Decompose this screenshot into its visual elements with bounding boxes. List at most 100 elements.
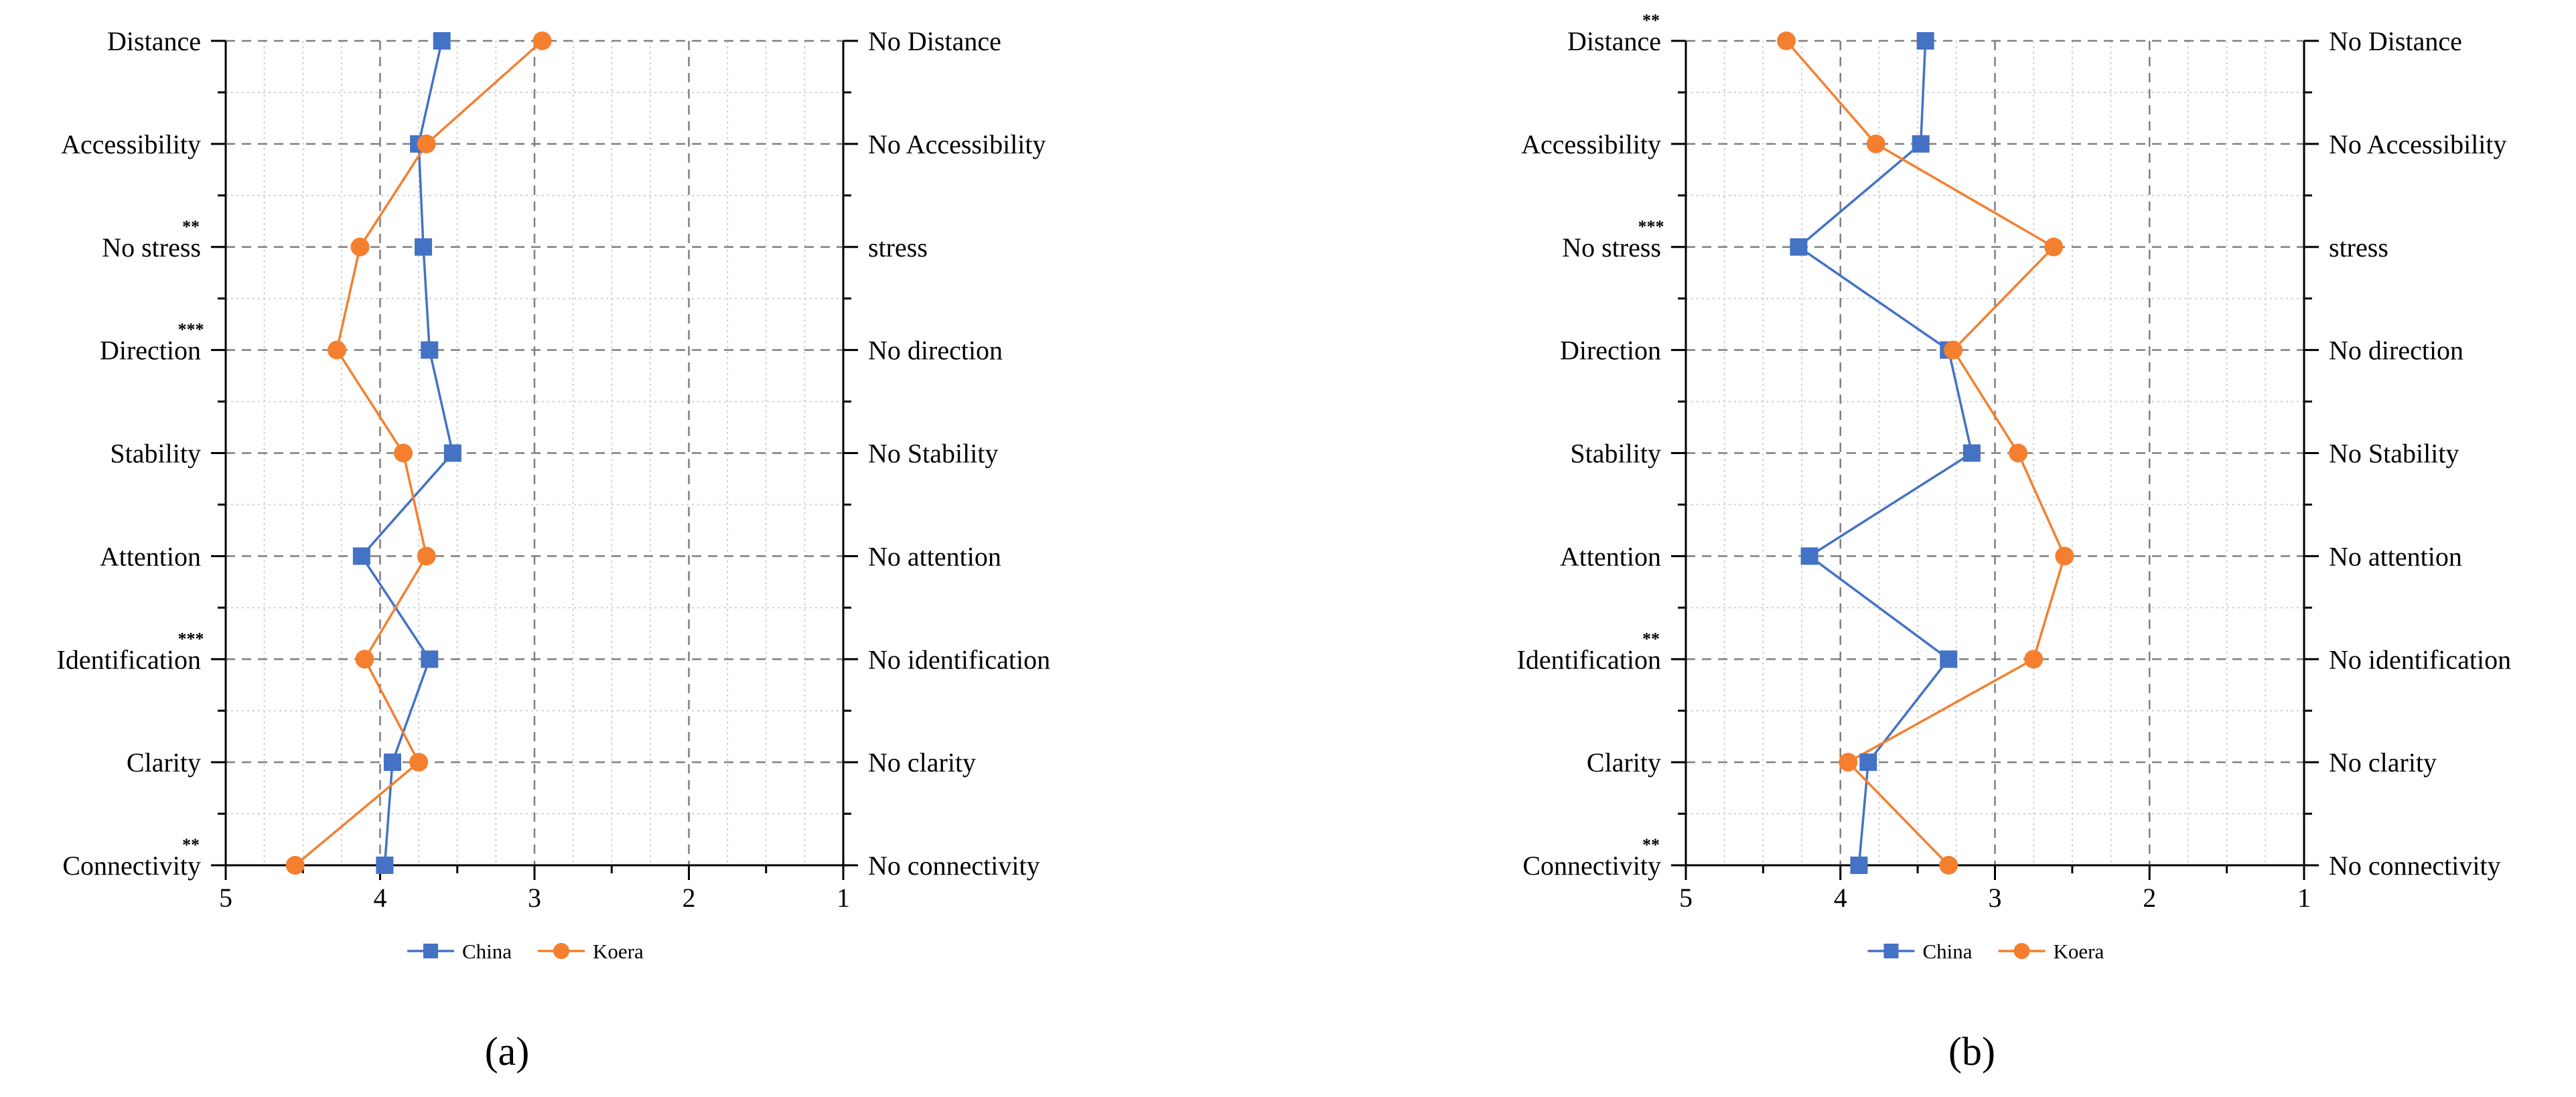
y-label-right: No connectivity bbox=[868, 851, 1040, 881]
significance-mark: *** bbox=[178, 629, 204, 648]
data-point-china bbox=[1912, 135, 1930, 153]
y-label-left: Connectivity bbox=[1522, 851, 1661, 881]
data-point-koera bbox=[1776, 31, 1796, 50]
data-point-koera bbox=[2055, 546, 2074, 566]
data-point-china bbox=[415, 238, 433, 256]
data-point-koera bbox=[417, 546, 436, 566]
y-label-right: No clarity bbox=[868, 747, 976, 778]
data-point-china bbox=[433, 32, 451, 50]
significance-mark: ** bbox=[1642, 629, 1660, 648]
data-point-china bbox=[1800, 547, 1818, 565]
major-grid-horizontal bbox=[226, 40, 843, 867]
y-label-right: No connectivity bbox=[2329, 851, 2501, 881]
y-label-left: Distance bbox=[1567, 26, 1661, 56]
data-point-china bbox=[376, 857, 394, 874]
data-point-china bbox=[421, 650, 439, 668]
minor-grid-vertical bbox=[263, 41, 806, 865]
y-label-left: No stress bbox=[1562, 232, 1661, 263]
data-point-koera bbox=[1866, 134, 1885, 153]
x-tick-label: 1 bbox=[2297, 883, 2311, 913]
data-point-china bbox=[1859, 753, 1877, 772]
legend: China Koera bbox=[407, 940, 644, 963]
panel-label-a: (a) bbox=[485, 1029, 530, 1074]
data-point-china bbox=[1790, 238, 1808, 256]
y-label-left: Identification bbox=[57, 644, 201, 674]
data-point-koera bbox=[417, 134, 436, 153]
data-point-koera bbox=[350, 237, 370, 257]
significance-mark: ** bbox=[182, 835, 200, 855]
y-label-left: Accessibility bbox=[1521, 129, 1661, 159]
legend-marker-circle bbox=[2013, 943, 2030, 959]
minor-grid-vertical bbox=[1723, 41, 2267, 865]
y-label-left: Direction bbox=[100, 336, 201, 366]
y-label-left: Clarity bbox=[127, 747, 201, 778]
data-point-china bbox=[1962, 444, 1981, 462]
data-point-koera bbox=[2044, 237, 2064, 257]
significance-mark: ** bbox=[182, 217, 200, 236]
minor-grid-horizontal bbox=[226, 91, 843, 815]
legend-marker-circle bbox=[553, 943, 569, 959]
x-tick-label: 2 bbox=[683, 883, 696, 913]
legend-label: Koera bbox=[593, 940, 644, 963]
legend-label: China bbox=[1923, 940, 1973, 963]
y-label-left: Clarity bbox=[1587, 747, 1661, 778]
y-label-right: No direction bbox=[868, 336, 1003, 366]
x-tick-label: 3 bbox=[528, 883, 541, 913]
data-point-koera bbox=[285, 856, 305, 875]
y-ticks bbox=[211, 40, 858, 880]
y-label-right: stress bbox=[868, 232, 928, 263]
y-label-right: No identification bbox=[868, 644, 1050, 674]
y-label-right: stress bbox=[2329, 232, 2388, 263]
y-label-right: No attention bbox=[2329, 541, 2462, 571]
legend-label: China bbox=[462, 940, 512, 963]
data-point-china bbox=[1916, 32, 1934, 50]
y-label-left: Connectivity bbox=[62, 851, 201, 881]
x-tick-label: 1 bbox=[837, 883, 850, 913]
y-ticks bbox=[1671, 40, 2319, 880]
legend-marker-square bbox=[423, 944, 438, 958]
y-label-left: Identification bbox=[1517, 644, 1661, 674]
data-point-koera bbox=[2009, 443, 2028, 463]
x-tick-label: 2 bbox=[2143, 883, 2156, 913]
y-label-right: No Stability bbox=[868, 439, 998, 469]
data-point-koera bbox=[327, 340, 346, 360]
data-point-china bbox=[443, 444, 461, 462]
y-label-left: Stability bbox=[110, 439, 201, 469]
y-label-right: No Accessibility bbox=[868, 129, 1046, 159]
major-grid-horizontal bbox=[1686, 40, 2304, 867]
y-label-right: No identification bbox=[2329, 644, 2511, 674]
data-point-koera bbox=[355, 650, 374, 669]
x-tick-label: 5 bbox=[219, 883, 232, 913]
data-point-koera bbox=[532, 31, 552, 50]
y-label-right: No Accessibility bbox=[2329, 129, 2507, 159]
y-label-left: Stability bbox=[1570, 439, 1661, 469]
data-point-koera bbox=[1944, 340, 1963, 360]
data-point-china bbox=[1850, 857, 1868, 874]
y-label-right: No clarity bbox=[2329, 747, 2437, 778]
minor-grid-horizontal bbox=[1686, 91, 2304, 815]
y-label-left: No stress bbox=[102, 232, 201, 263]
significance-mark: ** bbox=[1642, 835, 1660, 855]
x-tick-label: 5 bbox=[1679, 883, 1693, 913]
data-point-koera bbox=[1939, 856, 1958, 875]
legend-marker-square bbox=[1883, 944, 1899, 958]
data-point-china bbox=[1940, 650, 1958, 668]
y-label-right: No Distance bbox=[2329, 26, 2462, 56]
data-point-china bbox=[421, 341, 439, 359]
x-tick-label: 4 bbox=[374, 883, 387, 913]
data-point-china bbox=[383, 753, 401, 772]
y-label-right: No Stability bbox=[2329, 439, 2459, 469]
y-label-right: No attention bbox=[868, 541, 1001, 571]
chart-panel-a: 5 4 3 2 1 Distance No Distance Accessibility No … bbox=[57, 26, 1051, 963]
panel-label-b: (b) bbox=[1948, 1029, 1995, 1074]
data-point-koera bbox=[409, 753, 429, 772]
y-label-right: No direction bbox=[2329, 336, 2463, 366]
data-point-koera bbox=[2024, 650, 2044, 669]
y-label-left: Attention bbox=[100, 541, 201, 571]
y-label-left: Accessibility bbox=[61, 129, 201, 159]
significance-mark: ** bbox=[1642, 11, 1660, 30]
major-grid-vertical bbox=[379, 41, 690, 865]
y-label-right: No Distance bbox=[868, 26, 1001, 56]
